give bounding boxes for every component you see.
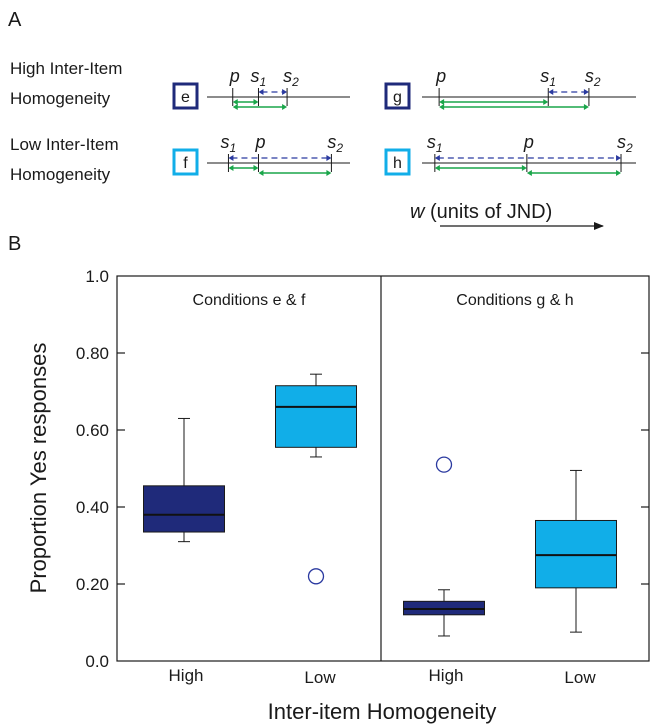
box-1-low-outlier [307,568,325,585]
separation-arrowhead-right [282,89,288,95]
y-tick-label: 0.40 [76,498,109,517]
w-axis-label: w (units of JND) [410,201,552,223]
y-tick-label: 0.0 [85,652,109,671]
s1-marker-g: s1 [540,66,556,89]
x-tick-label-high: High [169,666,204,685]
separation-arrowhead-right [583,89,589,95]
distance-arrowhead-left [439,104,445,110]
condition-box-e [172,82,199,110]
s2-marker-g: s2 [585,66,601,89]
s2-subscript: 2 [625,141,633,155]
s1-marker-e: s1 [250,66,266,89]
condition-tag-h: h [393,155,402,172]
s1-marker-f: s1 [220,132,236,155]
panel-b-label: B [8,233,21,255]
condition-tag-g: g [393,89,402,106]
p-marker-h: p [523,132,534,152]
s2-subscript: 2 [593,75,601,89]
separation-arrowhead-right [326,155,332,161]
y-axis-title: Proportion Yes responses [26,343,51,594]
distance-arrowhead-left [434,165,440,171]
w-axis-symbol: w [410,201,426,223]
box-plots: Conditions e & f Conditions g & h [143,292,617,637]
s1-subscript: 1 [229,141,236,155]
s2-marker-h: s2 [617,132,633,155]
high-homogeneity-label-line1: High Inter-Item [10,59,122,78]
condition-box-g [384,82,411,110]
distance-arrowhead-right [583,104,589,110]
s2-subscript: 2 [291,75,299,89]
box-2-high-outlier [435,456,453,473]
separation-arrowhead-left [548,89,554,95]
high-homogeneity-label-line2: Homogeneity [10,89,111,108]
distance-arrowhead-left [439,99,445,105]
x-tick-label-high: High [429,666,464,685]
condition-schematics: e p s1 s2 g p s1 s2 f p s1 s2 h p s1 s2 [172,66,636,176]
distance-arrowhead-right [253,99,259,105]
x-axis-title: Inter-item Homogeneity [268,699,497,724]
s2-marker-f: s2 [327,132,343,155]
distance-arrowhead-left [228,165,234,171]
x-axis: High Low High Low [169,666,597,687]
s1-subscript: 1 [436,141,443,155]
p-marker-g: p [435,66,446,86]
y-tick-label: 1.0 [85,267,109,286]
w-axis-units: (units of JND) [424,201,552,223]
low-homogeneity-label-line1: Low Inter-Item [10,135,119,154]
s1-subscript: 1 [259,75,266,89]
p-marker-e: p [229,66,240,86]
group-title-2: Conditions g & h [456,292,573,309]
s1-subscript: 1 [549,75,556,89]
p-marker-f: p [254,132,265,152]
distance-arrowhead-right [253,165,259,171]
panel-a-label: A [8,9,22,31]
condition-box-h [384,148,411,176]
s2-subscript: 2 [335,141,343,155]
distance-arrowhead-left [258,170,264,176]
y-tick-label: 0.80 [76,344,109,363]
distance-arrowhead-right [521,165,527,171]
distance-arrowhead-left [526,170,532,176]
condition-box-f [172,148,199,176]
distance-arrowhead-left [232,99,238,105]
box-1-high-iqr [143,485,225,533]
y-axis: 0.0 0.20 0.40 0.60 0.80 1.0 [76,267,649,671]
y-tick-label: 0.60 [76,421,109,440]
distance-arrowhead-right [326,170,332,176]
distance-arrowhead-right [282,104,288,110]
separation-arrowhead-left [258,89,264,95]
separation-arrowhead-left [434,155,440,161]
x-tick-label-low: Low [564,668,596,687]
low-homogeneity-label-line2: Homogeneity [10,165,111,184]
s1-marker-h: s1 [427,132,443,155]
group-title-1: Conditions e & f [193,292,307,309]
y-tick-label: 0.20 [76,575,109,594]
separation-arrowhead-left [228,155,234,161]
condition-tag-e: e [181,89,190,106]
box-1-low-iqr [275,385,357,448]
separation-arrowhead-right [616,155,622,161]
s2-marker-e: s2 [283,66,299,89]
condition-tag-f: f [183,155,188,172]
distance-arrowhead-right [616,170,622,176]
x-tick-label-low: Low [304,668,336,687]
distance-arrowhead-left [232,104,238,110]
plot-frame [116,275,650,662]
distance-arrowhead-right [543,99,549,105]
